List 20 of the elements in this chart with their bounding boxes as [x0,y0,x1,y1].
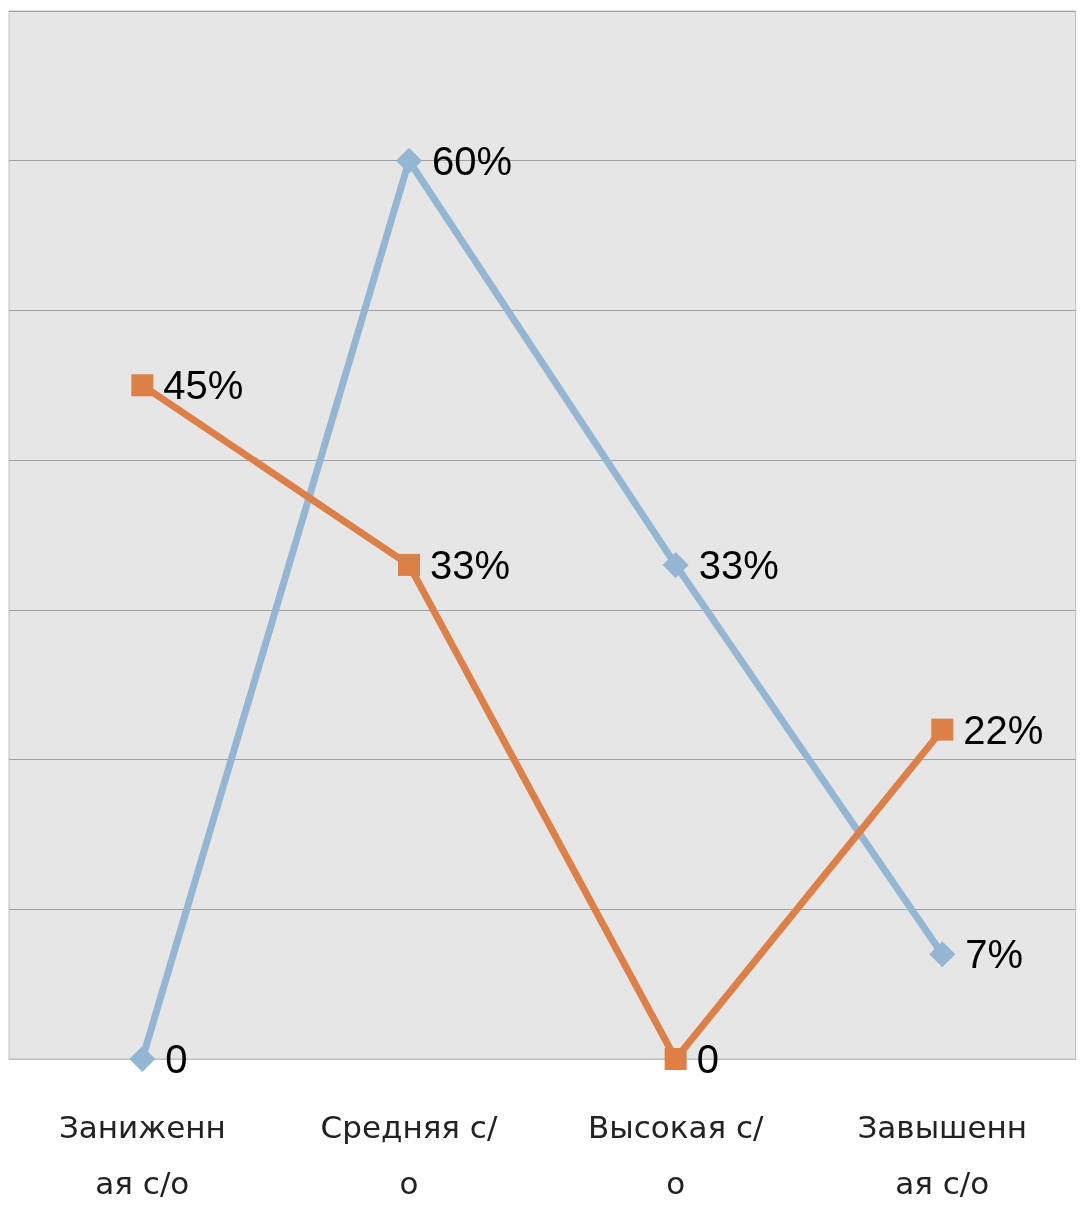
point [397,553,420,576]
data-label: 45% [163,363,244,408]
x-tick-label: Высокая с/о [587,1109,764,1201]
data-label: 0 [165,1037,188,1081]
data-label: 7% [965,932,1024,977]
data-label: 0 [696,1037,719,1081]
point [395,147,422,174]
point [929,941,956,968]
data-label: 33% [698,542,779,587]
data-label: 22% [963,707,1044,752]
point [664,1048,687,1070]
point [131,374,154,397]
point [129,1046,156,1072]
point [931,718,954,741]
data-label: 60% [431,138,513,183]
x-tick-label: Заниженная с/о [58,1109,226,1201]
x-tick-label: Завышенная с/о [857,1109,1028,1201]
x-tick-label: Средняя с/о [320,1109,498,1201]
point [662,551,689,578]
data-label: 33% [429,542,511,587]
